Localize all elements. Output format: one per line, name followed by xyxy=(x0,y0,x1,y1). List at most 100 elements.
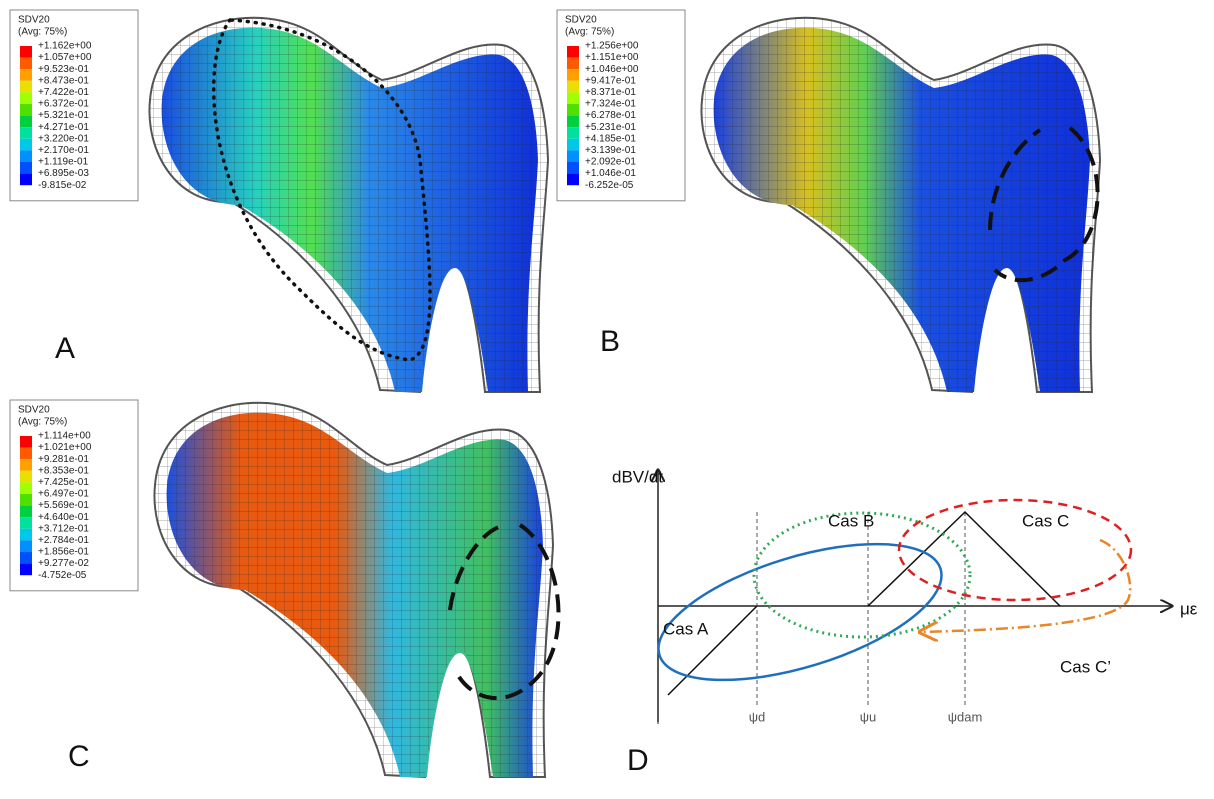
legend-value: +6.895e-03 xyxy=(38,168,89,179)
legend-value: +1.021e+00 xyxy=(38,442,92,453)
legend-swatch xyxy=(20,115,32,128)
legend-swatch xyxy=(567,127,579,139)
femur-mesh xyxy=(149,17,548,392)
legend-swatch xyxy=(567,173,579,186)
legend-value: -4.752e-05 xyxy=(38,570,87,581)
legend-value: +1.119e-01 xyxy=(38,157,89,168)
case-ellipse xyxy=(752,511,972,639)
panel-label: D xyxy=(627,744,649,777)
legend-swatch xyxy=(567,92,579,104)
legend-swatch xyxy=(20,162,32,174)
dashed-outline xyxy=(448,523,561,700)
y-axis-label: dBV/dt xyxy=(612,467,663,486)
legend-value: +3.220e-01 xyxy=(38,133,89,144)
femur-mesh xyxy=(701,17,1100,392)
legend-value: +5.569e-01 xyxy=(38,500,89,511)
legend-swatch xyxy=(20,552,32,564)
legend-value: +7.324e-01 xyxy=(585,99,636,110)
case-arrow xyxy=(920,538,1132,632)
legend-value: +9.277e-02 xyxy=(38,558,89,569)
response-line xyxy=(667,605,758,696)
legend-value: +9.523e-01 xyxy=(38,64,89,75)
legend-value: +1.256e+00 xyxy=(585,41,639,52)
case-ellipse xyxy=(657,542,943,682)
legend-value: +7.425e-01 xyxy=(38,477,89,488)
legend: SDV20(Avg: 75%)+1.256e+00+1.151e+00+1.04… xyxy=(556,9,686,202)
legend-value: +5.231e-01 xyxy=(585,122,636,133)
legend-title: SDV20 xyxy=(565,15,597,26)
legend-value: +1.162e+00 xyxy=(38,41,92,52)
legend-swatch xyxy=(20,447,32,460)
legend-value: +8.371e-01 xyxy=(585,87,636,98)
legend-subtitle: (Avg: 75%) xyxy=(565,27,614,38)
legend-value: +6.372e-01 xyxy=(38,99,89,110)
case-label: Cas A xyxy=(663,619,709,638)
response-line xyxy=(867,510,1061,607)
legend-value: -9.815e-02 xyxy=(38,180,87,191)
legend-subtitle: (Avg: 75%) xyxy=(18,417,67,428)
threshold-label: ψu xyxy=(860,709,877,724)
legend-value: +8.473e-01 xyxy=(38,75,89,86)
case-ellipse xyxy=(897,498,1133,602)
threshold-label: ψd xyxy=(749,709,766,724)
panel-label: C xyxy=(68,740,90,773)
legend-swatch xyxy=(20,92,32,104)
legend-swatch xyxy=(20,127,32,139)
femur xyxy=(153,401,555,779)
legend-value: +1.151e+00 xyxy=(585,52,639,63)
legend-value: +7.422e-01 xyxy=(38,87,89,98)
legend-value: +6.278e-01 xyxy=(585,110,636,121)
panel-label: A xyxy=(55,332,75,365)
diagram xyxy=(643,470,1172,724)
legend-value: +5.321e-01 xyxy=(38,110,89,121)
legend-swatch xyxy=(20,505,32,518)
legend-swatch xyxy=(20,494,32,506)
legend-swatch xyxy=(567,138,579,151)
legend-swatch xyxy=(20,46,32,58)
legend-swatch xyxy=(567,46,579,58)
legend-value: +1.046e+00 xyxy=(585,64,639,75)
femur xyxy=(148,16,550,394)
legend-value: +4.185e-01 xyxy=(585,133,636,144)
x-axis-label: με xyxy=(1180,599,1198,618)
legend-swatch xyxy=(20,138,32,151)
legend-value: +1.057e+00 xyxy=(38,52,92,63)
panel-label: B xyxy=(600,325,620,358)
legend-title: SDV20 xyxy=(18,405,50,416)
legend-swatch xyxy=(20,528,32,541)
legend-swatch xyxy=(567,80,579,93)
legend-value: +3.139e-01 xyxy=(585,145,636,156)
legend-title: SDV20 xyxy=(18,15,50,26)
threshold-label: ψdam xyxy=(948,709,983,724)
legend-value: +9.281e-01 xyxy=(38,454,89,465)
legend-swatch xyxy=(567,57,579,70)
legend-swatch xyxy=(20,470,32,483)
legend-swatch xyxy=(567,104,579,116)
legend-swatch xyxy=(567,69,579,81)
legend-swatch xyxy=(20,57,32,70)
legend-swatch xyxy=(567,162,579,174)
femur-plots xyxy=(148,16,1102,779)
legend-value: +1.114e+00 xyxy=(38,431,91,442)
case-label: Cas B xyxy=(828,511,874,530)
legend-swatch xyxy=(20,563,32,576)
legend-subtitle: (Avg: 75%) xyxy=(18,27,67,38)
legend-value: +4.271e-01 xyxy=(38,122,89,133)
legend: SDV20(Avg: 75%) +1.114e+00+1.021e+00+9.28… xyxy=(9,399,139,592)
legend-value: +6.497e-01 xyxy=(38,489,89,500)
legend-swatch xyxy=(20,482,32,494)
legend-value: -6.252e-05 xyxy=(585,180,634,191)
legend-value: +1.046e-01 xyxy=(585,168,636,179)
legend: SDV20(Avg: 75%) +1.162e+00+1.057e+00+9.52… xyxy=(9,9,139,202)
legend-value: +9.417e-01 xyxy=(585,75,636,86)
legend-value: +2.170e-01 xyxy=(38,145,89,156)
legend-swatch xyxy=(20,459,32,471)
femur xyxy=(700,16,1102,394)
legend-swatch xyxy=(20,436,32,448)
legend-swatch xyxy=(20,104,32,116)
legend-value: +2.092e-01 xyxy=(585,157,636,168)
dotted-outline xyxy=(211,18,432,362)
femur-mesh xyxy=(154,402,553,777)
legend-swatch xyxy=(20,173,32,186)
